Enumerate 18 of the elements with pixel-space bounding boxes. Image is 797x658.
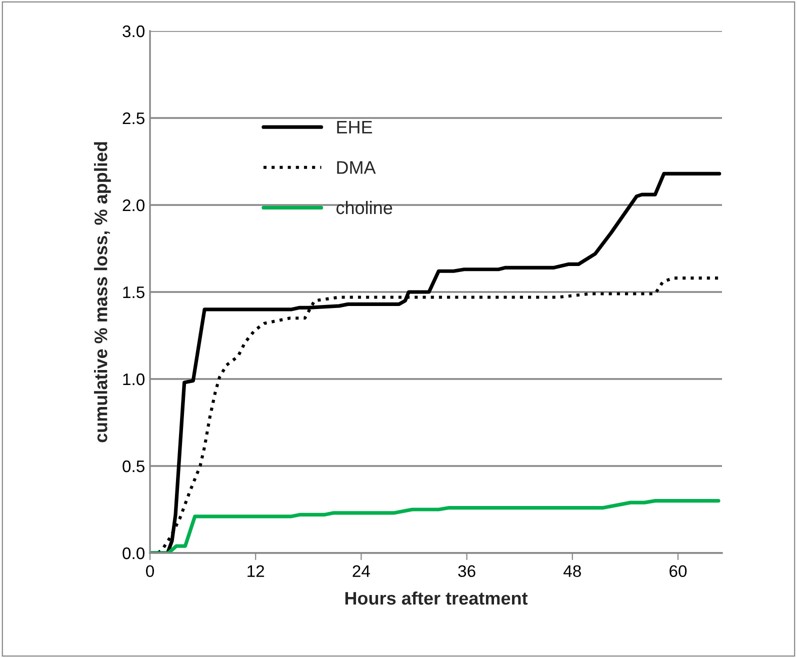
x-tick-label: 12 — [248, 565, 264, 577]
legend-label: choline — [336, 200, 392, 214]
y-tick-label: 3.0 — [122, 25, 144, 38]
x-tick-label: 60 — [670, 565, 687, 578]
y-tick-label: 1.0 — [123, 373, 144, 386]
x-tick-label: 48 — [564, 565, 581, 578]
y-tick-label: 1.5 — [123, 286, 144, 298]
legend-label: DMA — [337, 161, 376, 174]
x-tick-label: 36 — [458, 565, 476, 578]
y-tick-label: 2.5 — [122, 112, 144, 124]
y-axis-title: cumulative % mass loss, % applied — [94, 142, 111, 442]
y-tick-label: 0.5 — [122, 460, 144, 472]
y-tick-label: 0.0 — [122, 547, 144, 560]
legend-label: EHE — [337, 120, 372, 134]
y-tick-label: 2.0 — [122, 199, 144, 212]
x-tick-label: 0 — [146, 565, 154, 578]
x-axis-title: Hours after treatment — [345, 591, 528, 605]
x-tick-label: 24 — [352, 565, 370, 577]
